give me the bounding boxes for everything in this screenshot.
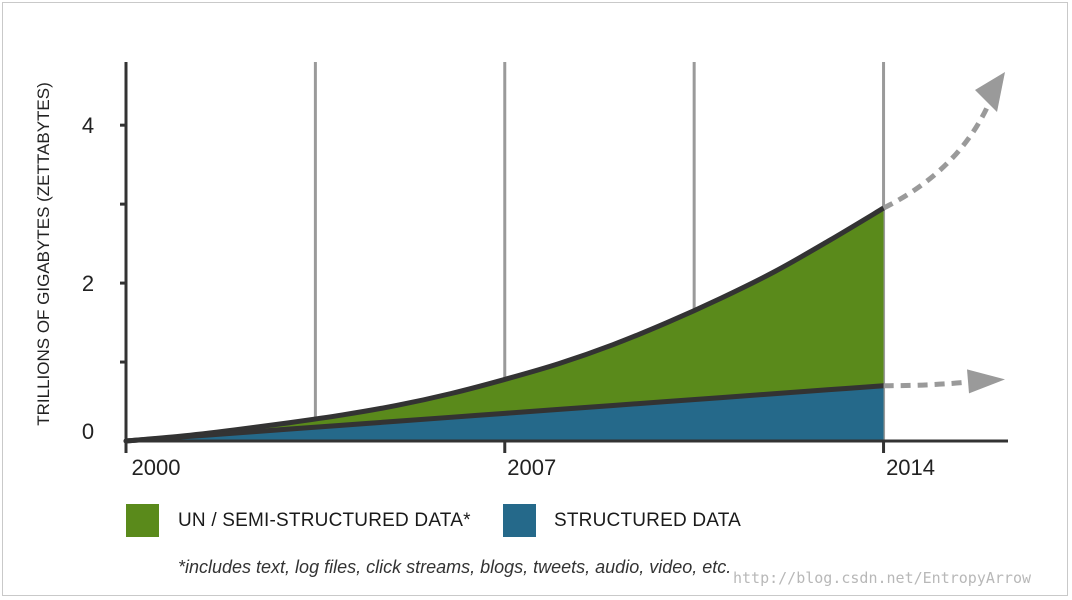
- tick-labels: 0 2 4 2000 2007 2014: [82, 113, 935, 480]
- watermark: http://blog.csdn.net/EntropyArrow: [733, 569, 1032, 587]
- legend-swatch-unstructured: [126, 504, 159, 537]
- line-layer: [123, 205, 887, 444]
- x-tick-label: 2007: [507, 455, 556, 480]
- legend-label-unstructured: UN / SEMI-STRUCTURED DATA*: [178, 510, 471, 531]
- y-tick-label: 4: [82, 113, 94, 138]
- projection-line-structured: [883, 378, 976, 389]
- legend-swatch-structured: [503, 504, 536, 537]
- y-axis-label: TRILLIONS OF GIGABYTES (ZETTABYTES): [34, 82, 53, 426]
- y-tick-label: 2: [82, 271, 94, 296]
- y-tick-label: 0: [82, 419, 94, 444]
- line-structured: [123, 383, 887, 444]
- projection-arrows: [882, 72, 1005, 394]
- line-total: [123, 205, 887, 444]
- axis-layer: [120, 62, 1008, 453]
- legend-label-structured: STRUCTURED DATA: [554, 510, 742, 531]
- x-tick-label: 2014: [886, 455, 935, 480]
- footnote: *includes text, log files, click streams…: [178, 557, 732, 577]
- projection-line-total: [882, 93, 996, 211]
- arrowhead-structured: [967, 369, 1005, 394]
- arrowhead-total: [975, 72, 1005, 112]
- area-unstructured: [126, 208, 884, 441]
- x-tick-label: 2000: [132, 455, 181, 480]
